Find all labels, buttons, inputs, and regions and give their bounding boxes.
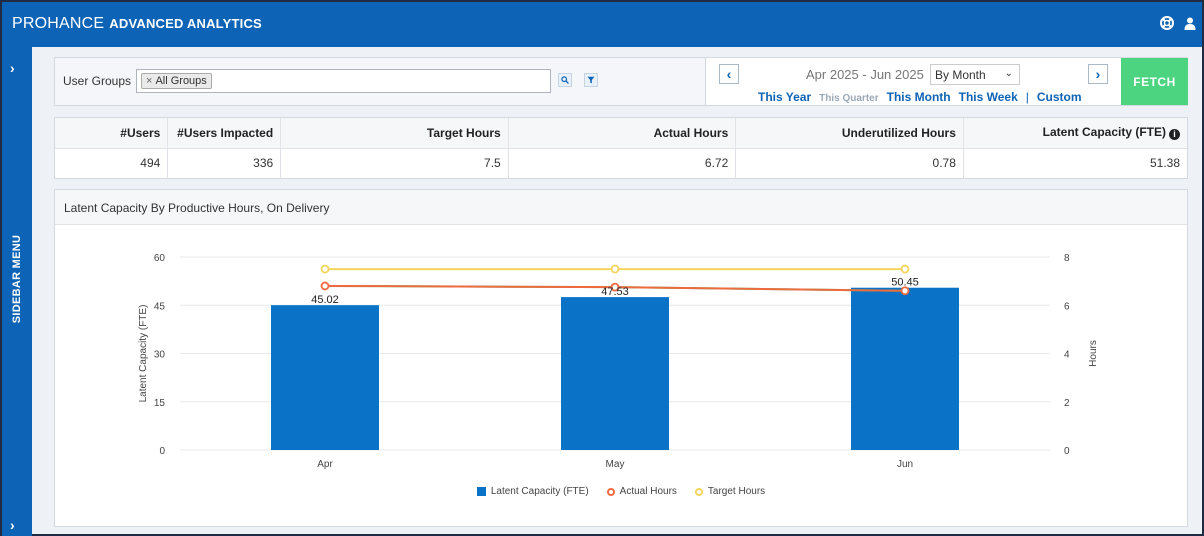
header-latent-capacity: Latent Capacity (FTE) i: [963, 118, 1187, 149]
legend-target-hours[interactable]: Target Hours: [694, 486, 766, 497]
bar: [851, 287, 959, 450]
legend-latent-capacity[interactable]: Latent Capacity (FTE): [476, 486, 589, 497]
period-select[interactable]: By Month ⌄: [930, 64, 1020, 85]
user-icon[interactable]: [1184, 17, 1196, 30]
group-chip[interactable]: × All Groups: [141, 73, 212, 89]
y-tick-label: 45: [154, 301, 166, 312]
fetch-button[interactable]: FETCH: [1121, 58, 1188, 105]
summary-value-row: 494 336 7.5 6.72 0.78 51.38: [55, 148, 1187, 178]
sidebar-menu-label[interactable]: SIDEBAR MENU: [11, 234, 23, 324]
brand-main: PROHANCE: [12, 15, 105, 32]
bar: [271, 305, 379, 450]
y-tick-label: 15: [154, 398, 166, 409]
chevron-right-icon[interactable]: ›: [10, 60, 15, 76]
line-point: [610, 282, 620, 292]
line-point: [610, 264, 620, 274]
chip-remove-icon[interactable]: ×: [146, 75, 153, 87]
y-tick-label: 30: [154, 350, 166, 361]
top-icons: [1160, 16, 1196, 30]
x-tick-label: Apr: [317, 459, 333, 470]
custom-link[interactable]: Custom: [1036, 90, 1082, 104]
chart-legend: Latent Capacity (FTE) Actual Hours Targe…: [55, 486, 1187, 497]
user-groups-label: User Groups: [63, 74, 132, 88]
value-users: 494: [55, 148, 169, 178]
link-separator: |: [1025, 90, 1029, 104]
y2-tick-label: 2: [1064, 398, 1070, 409]
x-tick-label: May: [606, 459, 625, 470]
line-point: [320, 281, 330, 291]
y2-axis-title: Hours: [1088, 340, 1099, 367]
help-lifebuoy-icon[interactable]: [1160, 16, 1174, 30]
chart-title: Latent Capacity By Productive Hours, On …: [64, 201, 330, 215]
legend-actual-hours[interactable]: Actual Hours: [606, 486, 677, 497]
filter-icon[interactable]: [584, 73, 598, 87]
chip-label: All Groups: [155, 75, 207, 87]
legend-label: Actual Hours: [619, 486, 677, 497]
date-range-panel: ‹ Apr 2025 - Jun 2025 By Month ⌄ › This …: [705, 58, 1135, 105]
data-label: 50.45: [891, 277, 919, 289]
user-groups-input[interactable]: × All Groups: [136, 69, 551, 93]
y-axis-title: Latent Capacity (FTE): [138, 305, 149, 403]
next-period-button[interactable]: ›: [1088, 64, 1108, 84]
value-users-impacted: 336: [167, 148, 282, 178]
filter-bar: User Groups × All Groups ‹ Apr 2025 - Jun…: [54, 57, 1188, 106]
data-label: 45.02: [311, 294, 339, 306]
quick-links: This Year This Quarter This Month This W…: [758, 90, 1082, 104]
summary-table: #Users #Users Impacted Target Hours Actu…: [54, 117, 1188, 179]
value-target-hours: 7.5: [280, 148, 509, 178]
data-label: 47.53: [601, 286, 629, 298]
x-tick-label: Jun: [897, 459, 913, 470]
chart-svg: 0 15 30 45 60 0 2 4 6 8 Latent Capacity (FTE) Hours…: [138, 253, 1099, 470]
period-value: By Month: [935, 68, 986, 82]
header-users-impacted: #Users Impacted: [167, 118, 282, 149]
brand-sub: ADVANCED ANALYTICS: [109, 16, 262, 31]
header-underutilized-hours: Underutilized Hours: [735, 118, 964, 149]
date-range-text: Apr 2025 - Jun 2025: [806, 67, 924, 82]
y-tick-label: 60: [154, 253, 166, 264]
header-latent-capacity-label: Latent Capacity (FTE): [1042, 125, 1166, 140]
header-users: #Users: [55, 118, 169, 149]
y-tick-label: 0: [159, 446, 165, 457]
chart-panel: Latent Capacity By Productive Hours, On …: [54, 189, 1188, 527]
header-target-hours: Target Hours: [280, 118, 509, 149]
header-actual-hours: Actual Hours: [508, 118, 737, 149]
legend-swatch: [476, 487, 486, 496]
this-week-link[interactable]: This Week: [958, 90, 1018, 104]
info-icon[interactable]: i: [1169, 129, 1180, 141]
value-underutilized-hours: 0.78: [735, 148, 964, 178]
top-bar: PROHANCE ADVANCED ANALYTICS: [2, 2, 1202, 47]
this-quarter-link[interactable]: This Quarter: [819, 93, 879, 104]
y2-tick-label: 4: [1064, 350, 1070, 361]
chart-header: Latent Capacity By Productive Hours, On …: [55, 190, 1187, 225]
legend-swatch: [694, 487, 703, 496]
value-latent-capacity: 51.38: [1149, 156, 1180, 171]
legend-label: Latent Capacity (FTE): [490, 486, 589, 497]
bar: [561, 297, 669, 450]
this-year-link[interactable]: This Year: [758, 90, 812, 104]
sidebar: › SIDEBAR MENU ›: [2, 47, 32, 536]
line-point: [900, 264, 910, 274]
brand-logo: PROHANCE ADVANCED ANALYTICS: [12, 15, 262, 33]
legend-label: Target Hours: [707, 486, 766, 497]
line-point: [320, 264, 330, 274]
line-point: [900, 286, 910, 296]
y2-tick-label: 8: [1064, 253, 1070, 264]
y2-tick-label: 6: [1064, 301, 1070, 312]
chevron-down-icon: ⌄: [1004, 68, 1013, 79]
prev-period-button[interactable]: ‹: [719, 64, 739, 84]
legend-swatch: [606, 487, 615, 496]
chevron-right-icon[interactable]: ›: [10, 517, 15, 533]
summary-header-row: #Users #Users Impacted Target Hours Actu…: [55, 118, 1187, 149]
this-month-link[interactable]: This Month: [886, 90, 951, 104]
value-actual-hours: 6.72: [508, 148, 737, 178]
y2-tick-label: 0: [1064, 446, 1070, 457]
search-icon[interactable]: [558, 73, 572, 87]
